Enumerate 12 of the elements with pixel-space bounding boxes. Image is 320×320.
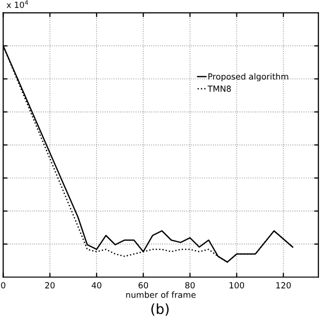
- legend-label: TMN8: [208, 86, 231, 92]
- x-tick-label: 100: [230, 282, 244, 288]
- x-tick-label: 40: [92, 282, 102, 288]
- x-tick-label: 60: [138, 282, 148, 288]
- text: (b): [151, 303, 169, 316]
- x-tick-label: 80: [185, 282, 195, 288]
- x-tick-label: 120: [276, 282, 291, 288]
- x-axis-title: number of frame: [126, 291, 196, 298]
- x-tick-label: 0: [1, 282, 6, 288]
- x-tick-label: 20: [45, 282, 55, 288]
- text: x 10$^{4}$: [6, 0, 28, 8]
- legend-label: Proposed algorithm: [208, 73, 288, 82]
